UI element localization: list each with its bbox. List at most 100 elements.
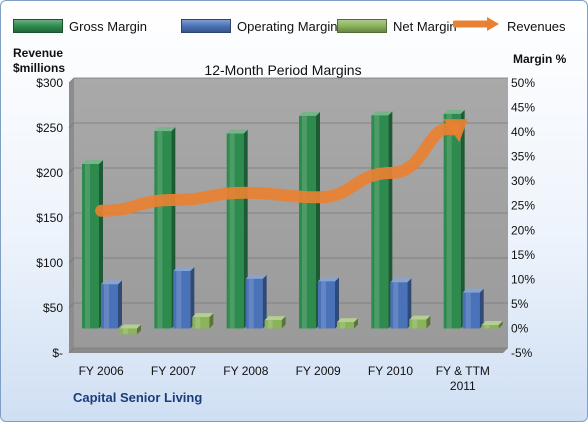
bar-front — [299, 115, 316, 329]
bar-operating-margin — [318, 277, 339, 329]
bar-top — [101, 280, 122, 285]
bar-top — [192, 313, 214, 318]
bar-top — [299, 111, 320, 116]
category-label: FY & TTM — [436, 364, 490, 378]
category-label: FY 2007 — [151, 364, 196, 378]
gridline — [68, 302, 508, 309]
bar-net-margin — [409, 315, 431, 329]
bar-gross-margin — [82, 160, 103, 329]
bar-side — [209, 313, 214, 329]
bar-side — [479, 288, 484, 329]
legend-label: Operating Margin — [237, 18, 338, 34]
bar-side — [190, 267, 195, 329]
plot-floor — [69, 348, 508, 353]
bar-highlight — [157, 131, 163, 329]
bar-highlight — [229, 133, 235, 329]
bar-top — [226, 129, 248, 134]
bar-operating-margin — [462, 288, 484, 329]
bar-front — [481, 325, 499, 329]
bar-operating-margin — [101, 280, 122, 329]
bar-top — [264, 316, 286, 321]
bar-front — [371, 115, 389, 329]
bar-front — [264, 320, 282, 329]
left-tick-label: $250 — [36, 121, 63, 135]
category-label: 2011 — [450, 379, 476, 393]
bar-highlight — [374, 115, 380, 329]
bar-highlight — [412, 319, 418, 329]
legend-label: Revenues — [507, 18, 566, 34]
legend-swatch — [181, 19, 231, 33]
bar-gross-margin — [299, 111, 320, 329]
bar-top — [443, 109, 465, 114]
bar-top — [120, 324, 141, 329]
gridline — [68, 212, 508, 219]
bar-top — [337, 318, 358, 323]
bar-top — [173, 267, 195, 272]
bar-highlight — [446, 113, 452, 329]
legend-arrow-icon — [451, 16, 499, 31]
right-tick-label: -5% — [511, 346, 533, 360]
legend-swatch — [13, 19, 63, 33]
bar-net-margin — [192, 313, 214, 329]
left-axis-title: Revenue $millions — [13, 46, 65, 76]
bar-top — [154, 127, 176, 132]
right-tick-label: 10% — [511, 272, 535, 286]
bar-side — [118, 280, 122, 329]
revenue-arrowhead — [443, 119, 468, 143]
bar-highlight — [123, 328, 128, 335]
right-tick-label: 35% — [511, 150, 535, 164]
right-tick-label: 25% — [511, 199, 535, 213]
bar-highlight — [340, 322, 345, 329]
bar-net-margin — [264, 316, 286, 329]
bar-gross-margin — [443, 109, 465, 329]
left-axis-title-line: $millions — [13, 61, 66, 75]
bar-front — [173, 271, 191, 329]
bar-top — [390, 278, 412, 283]
bar-front — [245, 278, 263, 329]
right-tick-label: 0% — [511, 321, 529, 335]
category-label: FY 2006 — [79, 364, 124, 378]
bar-operating-margin — [173, 267, 195, 329]
bar-highlight — [104, 284, 109, 329]
bar-highlight — [302, 115, 307, 329]
category-label: FY 2009 — [296, 364, 341, 378]
legend: Gross Margin Operating Margin Net Margin Re… — [1, 1, 587, 41]
gridline — [68, 77, 508, 84]
bar-operating-margin — [245, 274, 267, 329]
bar-side — [316, 111, 320, 329]
legend-label: Gross Margin — [69, 18, 148, 34]
bar-highlight — [393, 282, 399, 329]
bar-highlight — [484, 325, 490, 329]
bar-net-margin — [120, 324, 141, 335]
right-tick-label: 5% — [511, 297, 529, 311]
bar-net-margin — [337, 318, 358, 329]
bar-side — [426, 315, 431, 329]
bar-side — [407, 278, 412, 329]
bar-front — [154, 131, 172, 329]
category-label: FY 2008 — [223, 364, 268, 378]
legend-item: Gross Margin — [13, 17, 147, 35]
left-tick-label: $50 — [43, 301, 63, 315]
bar-top — [409, 315, 431, 320]
bar-gross-margin — [226, 129, 248, 329]
bar-front — [409, 319, 427, 329]
right-axis-title: Margin % — [513, 52, 567, 66]
gridline — [68, 347, 508, 354]
legend-label: Net Margin — [393, 18, 457, 34]
right-tick-label: 50% — [511, 76, 535, 90]
revenue-line — [95, 122, 459, 217]
bar-front — [337, 322, 354, 329]
bar-front — [226, 133, 244, 329]
left-tick-label: $300 — [36, 76, 63, 90]
bar-highlight — [176, 271, 182, 329]
bar-top — [245, 274, 267, 279]
right-tick-label: 15% — [511, 248, 535, 262]
legend-item: Revenues — [451, 16, 566, 36]
right-tick-label: 45% — [511, 101, 535, 115]
bar-highlight — [248, 278, 254, 329]
bar-front — [318, 281, 335, 329]
bar-top — [481, 321, 503, 326]
bar-gross-margin — [154, 127, 176, 329]
legend-swatch — [451, 16, 501, 36]
